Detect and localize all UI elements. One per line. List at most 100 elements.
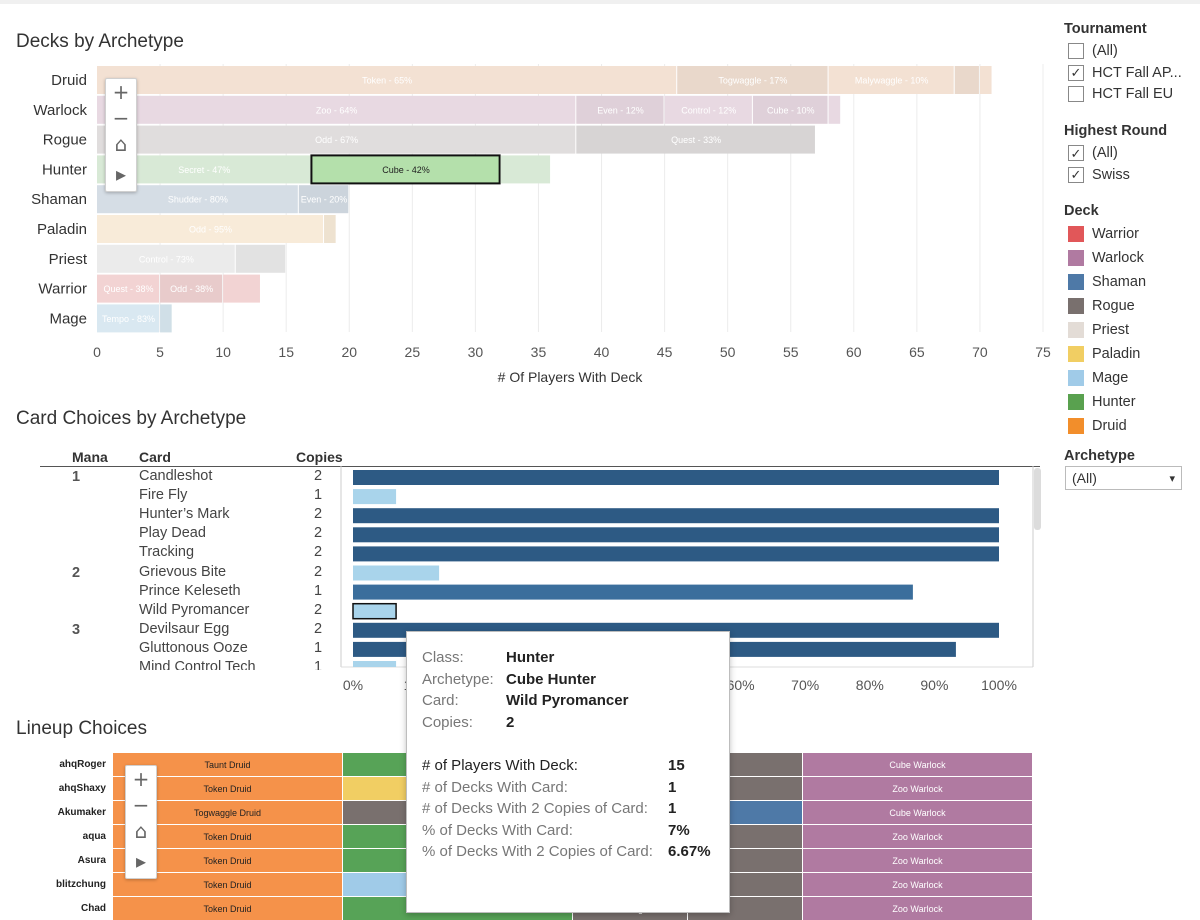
y-category-label: Rogue [43, 132, 87, 149]
bar-segment-label: Cube - 10% [767, 105, 815, 115]
bar-segment[interactable] [664, 95, 752, 124]
bar-segment-label: Quest - 38% [104, 284, 154, 294]
tournament-option[interactable]: HCT Fall EU [1068, 84, 1173, 104]
card-bar[interactable] [352, 602, 397, 620]
lineup-deck-cell[interactable]: Togwaggle Druid [113, 801, 342, 824]
card-bar[interactable] [353, 508, 999, 524]
bar-segment-label: Odd - 38% [170, 284, 213, 294]
x-tick-label: 60% [727, 677, 755, 693]
zoom-out-icon[interactable]: − [112, 106, 130, 130]
checkbox[interactable] [1068, 86, 1084, 102]
x-tick-label: 0% [343, 677, 363, 693]
lineup-deck-cell[interactable]: Taunt Druid [113, 753, 342, 776]
card-bar[interactable] [353, 584, 913, 600]
bar-segment[interactable] [298, 185, 349, 214]
mana-cost: 1 [72, 469, 81, 485]
lineup-deck-cell[interactable]: Zoo Warlock [803, 825, 1032, 848]
bar-segment[interactable] [828, 66, 954, 94]
decks-title: Decks by Archetype [16, 31, 184, 52]
deck-legend-item[interactable]: Paladin [1068, 344, 1140, 364]
checkbox[interactable] [1068, 43, 1084, 59]
card-bar[interactable] [353, 661, 397, 667]
lineup-deck-cell[interactable]: Zoo Warlock [803, 873, 1032, 896]
lineup-deck-cell[interactable]: Token Druid [113, 873, 342, 896]
lineup-deck-cell[interactable]: Token Druid [113, 849, 342, 872]
deck-legend-item[interactable]: Mage [1068, 368, 1128, 388]
home-icon[interactable]: ⌂ [114, 132, 128, 156]
bar-segment[interactable] [752, 95, 828, 124]
bar-segment[interactable] [97, 215, 324, 243]
bar-segment[interactable] [97, 304, 160, 333]
deck-legend-item[interactable]: Warrior [1068, 224, 1139, 244]
tournament-option[interactable]: (All) [1068, 41, 1118, 61]
pan-arrow-icon[interactable]: ▸ [115, 162, 127, 186]
round-option[interactable]: ✓ Swiss [1068, 165, 1130, 185]
bar-segment[interactable] [576, 125, 815, 154]
bar-segment[interactable] [954, 66, 979, 94]
bar-segment[interactable] [828, 95, 841, 124]
bar-segment-label: Secret - 47% [178, 165, 230, 175]
zoom-out-icon[interactable]: − [132, 793, 150, 817]
tooltip-key: Archetype: [422, 671, 494, 688]
deck-legend-item[interactable]: Warlock [1068, 248, 1144, 268]
card-bar[interactable] [353, 489, 397, 505]
bar-segment[interactable] [97, 95, 576, 124]
card-name: Mind Control Tech [139, 659, 256, 670]
deck-legend-item[interactable]: Priest [1068, 320, 1129, 340]
card-name: Grievous Bite [139, 563, 227, 580]
bar-segment[interactable] [235, 244, 286, 273]
lineup-deck-cell[interactable]: Token Druid [113, 777, 342, 800]
bar-segment[interactable] [310, 154, 501, 185]
card-list-scrollbar[interactable] [1034, 468, 1041, 530]
checkbox[interactable]: ✓ [1068, 145, 1084, 161]
zoom-in-icon[interactable]: + [132, 767, 150, 791]
zoom-in-icon[interactable]: + [112, 80, 130, 104]
tournament-option[interactable]: ✓ HCT Fall AP... [1068, 63, 1182, 83]
card-bar[interactable] [353, 546, 999, 562]
lineup-deck-cell[interactable]: Zoo Warlock [803, 777, 1032, 800]
bar-segment-label: Cube - 42% [382, 165, 430, 175]
bar-segment[interactable] [160, 274, 223, 303]
bar-segment[interactable] [500, 155, 551, 184]
checkbox[interactable]: ✓ [1068, 64, 1084, 81]
bar-segment[interactable] [576, 95, 664, 124]
bar-segment[interactable] [677, 66, 828, 94]
checkbox[interactable]: ✓ [1068, 166, 1084, 183]
card-name: Wild Pyromancer [139, 601, 250, 618]
bar-segment[interactable] [97, 244, 235, 273]
legend-label: Rogue [1092, 298, 1135, 314]
lineup-deck-cell[interactable]: Cube Warlock [803, 801, 1032, 824]
lineup-deck-cell[interactable]: Cube Warlock [803, 753, 1032, 776]
card-bar[interactable] [353, 527, 999, 543]
tooltip-value: 1 [668, 779, 677, 796]
home-icon[interactable]: ⌂ [134, 819, 148, 843]
bar-segment[interactable] [979, 66, 992, 94]
tooltip-value: Wild Pyromancer [506, 692, 629, 709]
bar-segment[interactable] [97, 125, 576, 154]
lineup-deck-cell[interactable]: Token Druid [113, 897, 342, 920]
tooltip-value: 6.67% [668, 843, 711, 860]
lineup-deck-cell[interactable]: Zoo Warlock [803, 897, 1032, 920]
x-tick-label: 40 [594, 344, 610, 360]
bar-segment-label: Shudder - 80% [168, 195, 228, 205]
bar-segment[interactable] [97, 274, 160, 303]
pan-arrow-icon[interactable]: ▸ [135, 849, 147, 873]
legend-swatch [1068, 226, 1084, 242]
y-category-label: Shaman [31, 191, 87, 208]
lineup-deck-cell[interactable]: Zoo Warlock [803, 849, 1032, 872]
bar-segment[interactable] [160, 304, 172, 333]
bar-segment[interactable] [97, 66, 677, 94]
x-tick-label: 75 [1035, 344, 1051, 360]
lineup-deck-cell[interactable]: Token Druid [113, 825, 342, 848]
bar-segment-label: Quest - 33% [671, 135, 721, 145]
deck-legend-item[interactable]: Hunter [1068, 392, 1136, 412]
deck-legend-item[interactable]: Rogue [1068, 296, 1135, 316]
archetype-dropdown[interactable]: (All) ▾ [1065, 466, 1182, 490]
bar-segment[interactable] [223, 274, 260, 303]
bar-segment[interactable] [324, 215, 336, 243]
card-bar[interactable] [353, 565, 440, 581]
deck-legend-item[interactable]: Shaman [1068, 272, 1146, 292]
card-bar[interactable] [353, 470, 999, 485]
round-option[interactable]: ✓ (All) [1068, 143, 1118, 163]
deck-legend-item[interactable]: Druid [1068, 416, 1127, 436]
